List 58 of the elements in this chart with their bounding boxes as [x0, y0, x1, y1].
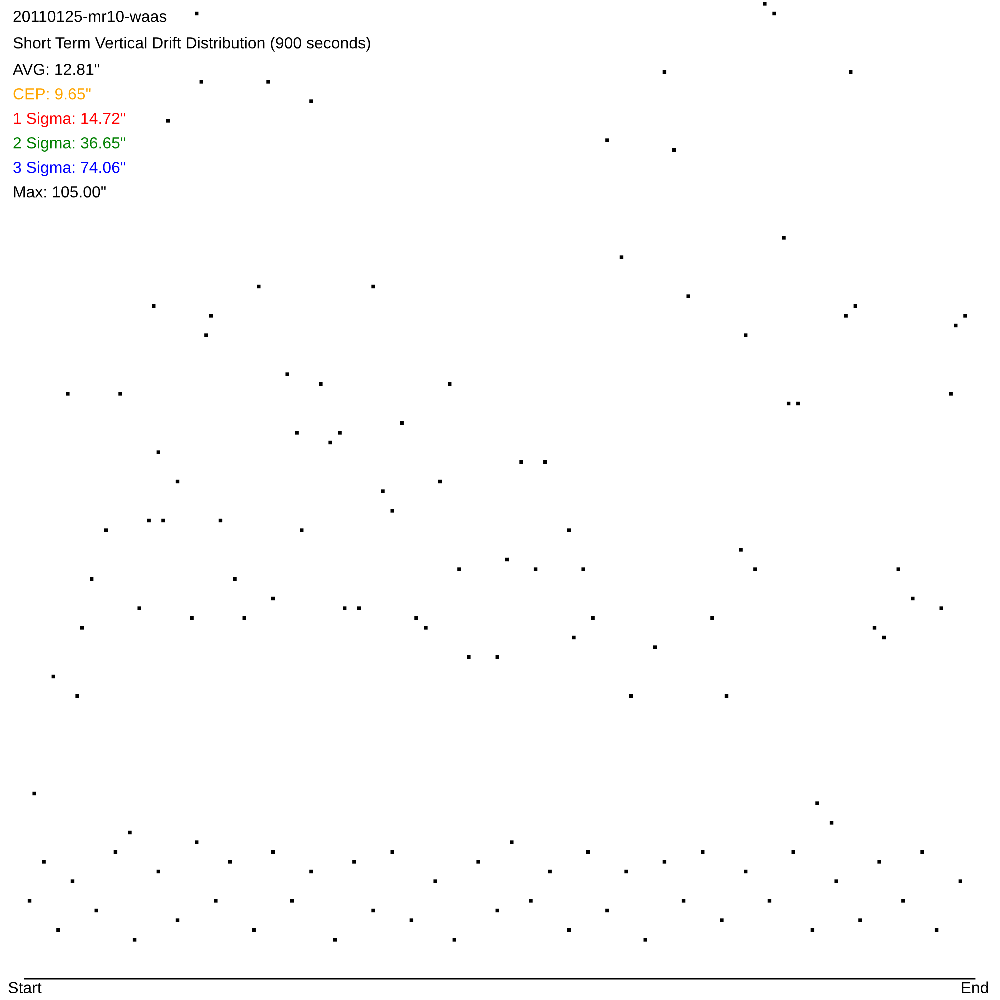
point: [252, 928, 256, 932]
annotation: 1 Sigma: 14.72": [14, 112, 126, 128]
point: [333, 938, 338, 942]
point: [70, 880, 75, 884]
point: [452, 938, 456, 942]
point: [768, 899, 772, 903]
point: [744, 870, 748, 874]
point: [434, 880, 438, 884]
point: [586, 850, 590, 854]
point: [720, 918, 724, 922]
chart-title: 20110125-mr10-waas: [14, 10, 167, 22]
point: [56, 928, 60, 932]
point: [958, 880, 963, 884]
point: [271, 850, 276, 854]
annotation: AVG: 12.81": [13, 64, 100, 76]
text: Short Term Vertical Drift Distribution (900 seconds): [14, 37, 370, 52]
point: [195, 840, 199, 844]
point: [156, 870, 161, 874]
point: [529, 899, 533, 903]
point: [42, 860, 46, 864]
point: [410, 918, 414, 922]
point: [834, 880, 838, 884]
point: [701, 850, 705, 854]
point: [352, 860, 356, 864]
point: [792, 850, 796, 854]
point: [510, 840, 514, 844]
point: [310, 870, 314, 874]
point: [114, 850, 118, 854]
point: [290, 899, 294, 903]
annotation: 3 Sigma: 74.06": [14, 162, 126, 176]
point: [644, 938, 648, 942]
point: [567, 928, 572, 932]
point: [606, 908, 610, 913]
point: [624, 870, 628, 874]
point: [682, 899, 686, 903]
point: [878, 860, 882, 864]
point: [372, 908, 376, 913]
point: [214, 899, 218, 903]
point: [228, 860, 232, 864]
point: [476, 860, 480, 864]
annotation: Max: 105.00": [14, 186, 106, 198]
point: [858, 918, 862, 922]
point: [662, 860, 667, 864]
x-tick-label: End: [962, 982, 988, 994]
point: [390, 850, 394, 854]
annotation: 2 Sigma: 36.65": [14, 137, 126, 152]
x-tick-label: Start: [8, 982, 42, 994]
point: [902, 899, 906, 903]
point: [548, 870, 552, 874]
point: [132, 938, 137, 942]
point: [934, 928, 939, 932]
annotation: CEP: 9.65": [14, 88, 91, 100]
point: [28, 899, 32, 903]
point: [496, 908, 500, 913]
point: [176, 918, 180, 922]
point: [94, 908, 98, 913]
point: [810, 928, 815, 932]
point: [920, 850, 924, 854]
